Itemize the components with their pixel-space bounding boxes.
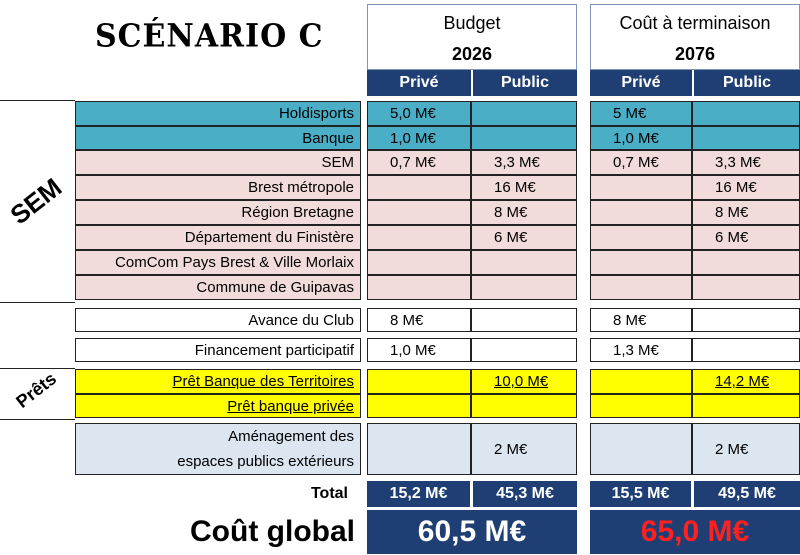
total-label: Total [310, 485, 348, 502]
cost-header: Coût à terminaison 2076 [590, 4, 800, 70]
cell-pret-territoires-cost-public: 14,2 M€ [692, 369, 800, 394]
cost-prive-header: Privé [590, 70, 692, 96]
cell-region-cost-public: 8 M€ [692, 200, 800, 225]
cell-departement-cost-public: 6 M€ [692, 225, 800, 250]
sem-section-line [0, 100, 75, 101]
cell-sem-budget-public: 3,3 M€ [471, 150, 577, 175]
budget-header-year: 2026 [451, 44, 493, 64]
cost-header-year: 2076 [674, 44, 716, 64]
row-label-comcom: ComCom Pays Brest & Ville Morlaix [75, 250, 361, 275]
cell-comcom-budget-public [471, 250, 577, 275]
cell-comcom-cost-prive [590, 250, 692, 275]
cell-region-budget-prive [367, 200, 471, 225]
row-label-financement: Financement participatif [75, 338, 361, 362]
total-cost-prive: 15,5 M€ [590, 481, 691, 507]
cell-comcom-cost-public [692, 250, 800, 275]
cell-guipavas-budget-prive [367, 275, 471, 300]
cell-brest-budget-public: 16 M€ [471, 175, 577, 200]
cell-sem-budget-prive: 0,7 M€ [367, 150, 471, 175]
cell-holdisports-budget-prive: 5,0 M€ [367, 101, 471, 126]
cell-banque-cost-public [692, 126, 800, 150]
budget-header: Budget 2026 [367, 4, 577, 70]
cell-region-cost-prive [590, 200, 692, 225]
total-budget-public: 45,3 M€ [473, 481, 577, 507]
cell-financement-budget-public [471, 338, 577, 362]
cost-public-header: Public [694, 70, 800, 96]
cell-amenagement-cost-prive [590, 423, 692, 475]
cell-departement-budget-public: 6 M€ [471, 225, 577, 250]
cell-financement-cost-prive: 1,3 M€ [590, 338, 692, 362]
row-label-amenagement-line2: espaces publics extérieurs [177, 453, 354, 470]
global-cost-value: 65,0 M€ [590, 510, 800, 554]
budget-prive-header: Privé [367, 70, 471, 96]
cell-avance-cost-public [692, 308, 800, 332]
global-budget-value: 60,5 M€ [367, 510, 577, 554]
cell-banque-budget-public [471, 126, 577, 150]
row-label-amenagement: Aménagement des espaces publics extérieu… [75, 423, 361, 475]
budget-public-header: Public [473, 70, 577, 96]
cell-guipavas-cost-prive [590, 275, 692, 300]
row-label-banque: Banque [75, 126, 361, 150]
cell-pret-privee-budget-prive [367, 394, 471, 418]
row-label-guipavas: Commune de Guipavas [75, 275, 361, 300]
loans-section-top-line [0, 302, 75, 303]
cell-region-budget-public: 8 M€ [471, 200, 577, 225]
cell-financement-budget-prive: 1,0 M€ [367, 338, 471, 362]
prets-section-bottom-line [0, 419, 75, 420]
total-cost-public: 49,5 M€ [694, 481, 800, 507]
row-label-pret-privee-text: Prêt banque privée [227, 397, 354, 415]
cell-amenagement-budget-public: 2 M€ [471, 423, 577, 475]
prets-section-line [0, 368, 75, 369]
cell-departement-budget-prive [367, 225, 471, 250]
cell-pret-territoires-budget-prive [367, 369, 471, 394]
sem-side-label: SEM [4, 171, 68, 231]
cell-guipavas-budget-public [471, 275, 577, 300]
cell-brest-cost-prive [590, 175, 692, 200]
cell-departement-cost-prive [590, 225, 692, 250]
cell-pret-territoires-cost-prive [590, 369, 692, 394]
row-label-holdisports: Holdisports [75, 101, 361, 126]
cell-avance-budget-prive: 8 M€ [367, 308, 471, 332]
scenario-title: SCÉNARIO C [95, 17, 324, 55]
cell-avance-cost-prive: 8 M€ [590, 308, 692, 332]
cell-pret-privee-cost-prive [590, 394, 692, 418]
budget-header-label: Budget [443, 13, 501, 33]
cell-brest-cost-public: 16 M€ [692, 175, 800, 200]
cell-amenagement-cost-public: 2 M€ [692, 423, 800, 475]
cell-pret-privee-budget-public [471, 394, 577, 418]
cell-pret-territoires-budget-public: 10,0 M€ [471, 369, 577, 394]
row-label-pret-territoires-text: Prêt Banque des Territoires [172, 373, 355, 390]
row-label-avance-club: Avance du Club [75, 308, 361, 332]
row-label-pret-territoires: Prêt Banque des Territoires [75, 369, 361, 394]
cell-holdisports-cost-prive: 5 M€ [590, 101, 692, 126]
cell-holdisports-cost-public [692, 101, 800, 126]
row-label-region-bretagne: Région Bretagne [75, 200, 361, 225]
cell-comcom-budget-prive [367, 250, 471, 275]
cell-sem-cost-public: 3,3 M€ [692, 150, 800, 175]
cell-avance-budget-public [471, 308, 577, 332]
cell-banque-cost-prive: 1,0 M€ [590, 126, 692, 150]
row-label-pret-privee: Prêt banque privée [75, 394, 361, 418]
cell-guipavas-cost-public [692, 275, 800, 300]
total-budget-prive: 15,2 M€ [367, 481, 470, 507]
cell-brest-budget-prive [367, 175, 471, 200]
row-label-departement: Département du Finistère [75, 225, 361, 250]
row-label-brest-metropole: Brest métropole [75, 175, 361, 200]
cell-banque-budget-prive: 1,0 M€ [367, 126, 471, 150]
cell-financement-cost-public [692, 338, 800, 362]
cell-sem-cost-prive: 0,7 M€ [590, 150, 692, 175]
global-cost-label: Coût global [190, 515, 355, 548]
cell-holdisports-budget-public [471, 101, 577, 126]
cell-amenagement-budget-prive [367, 423, 471, 475]
cell-pret-privee-cost-public [692, 394, 800, 418]
prets-side-label: Prêts [12, 368, 61, 412]
row-label-sem: SEM [75, 150, 361, 175]
row-label-amenagement-line1: Aménagement des [228, 428, 354, 445]
cost-header-label: Coût à terminaison [619, 13, 771, 33]
